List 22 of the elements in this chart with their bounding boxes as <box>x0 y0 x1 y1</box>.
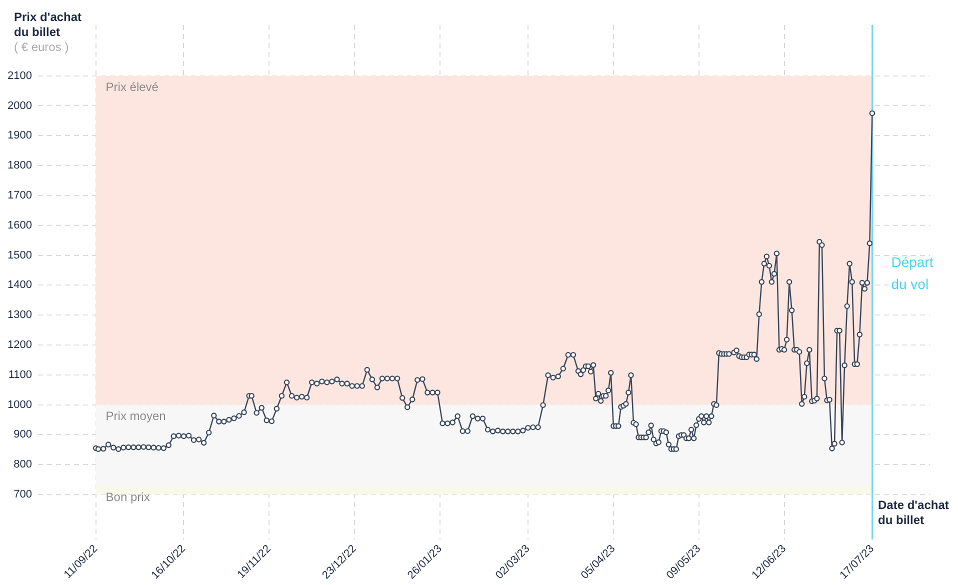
y-tick-label: 2000 <box>8 100 32 112</box>
y-tick-label: 1400 <box>8 279 32 292</box>
y-tick-label: 1000 <box>8 398 32 411</box>
y-tick-label: 1500 <box>8 249 32 262</box>
y-tick-label: 800 <box>14 458 32 471</box>
y-tick-label: 1200 <box>8 339 32 352</box>
band-label: Bon prix <box>106 490 150 504</box>
band-label: Prix élevé <box>106 80 159 94</box>
y-tick-label: 1100 <box>8 368 32 381</box>
y-tick-label: 1900 <box>8 130 32 142</box>
y-tick-label: 1300 <box>8 309 32 322</box>
annotation: ( € euros ) <box>14 40 69 54</box>
y-axis-title: Prix d'achat du billet <box>14 10 83 40</box>
band-label: Prix moyen <box>106 409 166 424</box>
x-axis-title: Date d'achat du billet <box>878 498 950 528</box>
y-tick-label: 1800 <box>8 160 32 172</box>
y-tick-label: 1600 <box>8 219 32 232</box>
y-tick-label: 2100 <box>8 70 32 82</box>
ref-line-label: Départ du vol <box>891 254 934 292</box>
y-tick-label: 1700 <box>8 189 32 202</box>
y-tick-label: 900 <box>14 428 32 441</box>
y-tick-label: 700 <box>14 488 32 501</box>
